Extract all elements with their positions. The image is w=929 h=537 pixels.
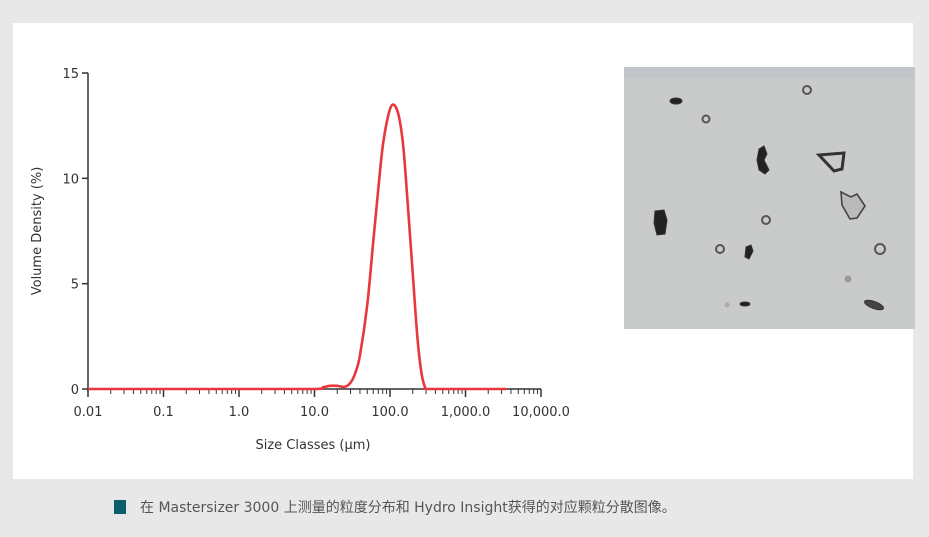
series-line xyxy=(88,103,507,391)
x-tick-label: 0.1 xyxy=(153,405,174,420)
figure-caption: 在 Mastersizer 3000 上测量的粒度分布和 Hydro Insig… xyxy=(114,497,676,517)
y-tick-label: 10 xyxy=(62,172,79,187)
y-tick-label: 15 xyxy=(62,67,79,82)
axes xyxy=(87,73,541,391)
size-distribution-chart: 0 5 10 15 0.01 0.1 1.0 10.0 100.0 1,000.0 10,000.0… xyxy=(30,67,570,453)
x-tick-label: 10.0 xyxy=(300,405,329,420)
y-tick-label: 5 xyxy=(71,278,79,293)
x-tick-label: 0.01 xyxy=(74,405,103,420)
x-axis-title: Size Classes (µm) xyxy=(255,438,370,453)
caption-marker-icon xyxy=(114,500,126,514)
figure-card: 0 5 10 15 0.01 0.1 1.0 10.0 100.0 1,000.0 10,000.0… xyxy=(13,23,915,479)
x-tick-label: 10,000.0 xyxy=(512,405,570,420)
y-tick-label: 0 xyxy=(71,383,79,398)
x-tick-label: 100.0 xyxy=(371,405,408,420)
y-axis-title: Volume Density (%) xyxy=(30,167,45,296)
particle-image xyxy=(624,67,915,329)
x-tick-label: 1,000.0 xyxy=(441,405,491,420)
caption-text: 在 Mastersizer 3000 上测量的粒度分布和 Hydro Insig… xyxy=(140,500,676,516)
x-tick-label: 1.0 xyxy=(229,405,250,420)
